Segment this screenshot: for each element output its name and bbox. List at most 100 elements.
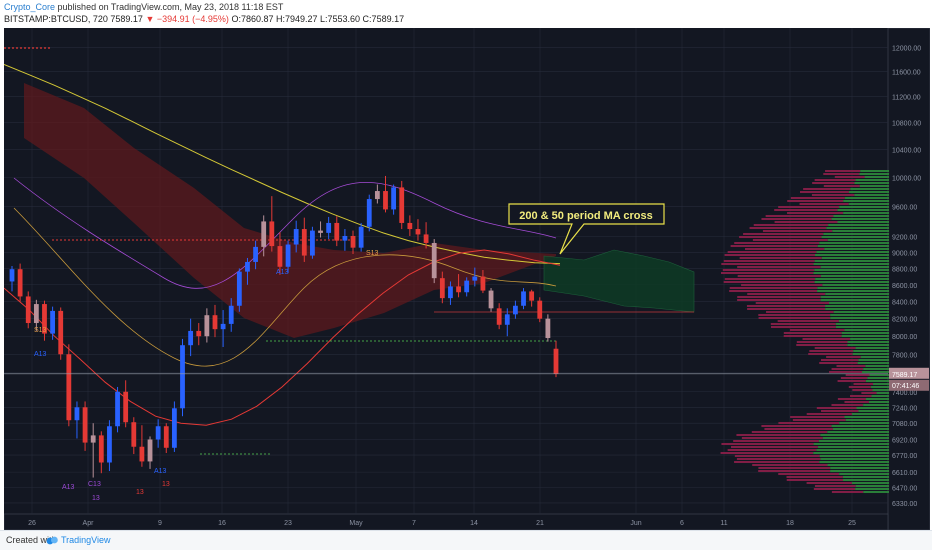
volume-bar-sell bbox=[834, 176, 865, 178]
volume-bar-sell bbox=[758, 470, 831, 472]
volume-bar-buy bbox=[853, 350, 889, 352]
chart-area[interactable]: 12000.00 11600.00 11200.00 10800.00 10400.00… bbox=[4, 28, 930, 530]
volume-bar-sell bbox=[796, 344, 848, 346]
created-with-label: Created with bbox=[6, 535, 57, 545]
volume-bar-sell bbox=[747, 293, 826, 295]
countdown-label: 07:41:46 bbox=[892, 383, 919, 390]
signal-label: A13 bbox=[276, 269, 289, 276]
candle-body bbox=[228, 305, 234, 324]
candle-body bbox=[253, 246, 258, 262]
volume-bar-buy bbox=[820, 458, 889, 460]
price-axis bbox=[887, 28, 930, 530]
volume-bar-buy bbox=[832, 428, 889, 430]
candle-body bbox=[277, 246, 283, 267]
volume-bar-buy bbox=[855, 485, 889, 487]
volume-bar-sell bbox=[816, 407, 857, 409]
tradingview-brand-link[interactable]: TradingView bbox=[61, 535, 111, 545]
author-link[interactable]: Crypto_Core bbox=[4, 2, 56, 12]
price-change: −394.91 (−4.95%) bbox=[156, 14, 229, 24]
volume-bar-buy bbox=[813, 452, 889, 454]
volume-bar-buy bbox=[860, 356, 889, 358]
volume-bar-buy bbox=[830, 314, 889, 316]
volume-bar-sell bbox=[774, 209, 838, 211]
annotation-text: 200 & 50 period MA cross bbox=[519, 210, 652, 222]
candle-body bbox=[513, 305, 518, 315]
candle-body bbox=[529, 291, 535, 301]
volume-bar-buy bbox=[830, 317, 889, 319]
volume-bar-sell bbox=[737, 296, 821, 298]
volume-bar-sell bbox=[825, 170, 861, 172]
volume-bar-sell bbox=[765, 215, 834, 217]
volume-bar-buy bbox=[837, 221, 889, 223]
volume-bar-buy bbox=[820, 296, 889, 298]
volume-bar-sell bbox=[853, 383, 874, 385]
footer-bar: Created with TradingView bbox=[0, 530, 932, 550]
volume-bar-buy bbox=[827, 239, 889, 241]
y-tick-label: 7240.00 bbox=[892, 405, 917, 412]
y-tick-label: 7400.00 bbox=[892, 390, 917, 397]
volume-bar-buy bbox=[863, 368, 889, 370]
volume-bar-sell bbox=[751, 431, 828, 433]
volume-bar-buy bbox=[814, 281, 889, 283]
candle-body bbox=[285, 244, 291, 267]
ichimoku-cloud-bullish bbox=[543, 249, 695, 313]
candle-body bbox=[58, 310, 64, 355]
candle-body bbox=[25, 296, 31, 324]
signal-label: 13 bbox=[92, 495, 100, 502]
volume-bar-sell bbox=[823, 173, 860, 175]
candle-body bbox=[293, 229, 299, 245]
volume-bar-sell bbox=[813, 488, 856, 490]
volume-bar-sell bbox=[746, 305, 826, 307]
volume-bar-buy bbox=[825, 293, 889, 295]
volume-bar-sell bbox=[739, 257, 822, 259]
volume-bar-sell bbox=[747, 308, 826, 310]
chart-svg: 12000.00 11600.00 11200.00 10800.00 10400.00… bbox=[4, 28, 930, 530]
y-tick-label: 8000.00 bbox=[892, 334, 917, 341]
y-tick-label: 9200.00 bbox=[892, 235, 917, 242]
volume-bar-sell bbox=[848, 386, 871, 388]
volume-bar-sell bbox=[845, 374, 870, 376]
volume-bar-buy bbox=[864, 176, 889, 178]
volume-bar-sell bbox=[758, 317, 831, 319]
volume-bar-buy bbox=[868, 401, 889, 403]
candle-body bbox=[17, 269, 23, 297]
volume-bar-sell bbox=[852, 389, 873, 391]
volume-bar-sell bbox=[758, 314, 831, 316]
volume-bar-buy bbox=[816, 251, 889, 253]
volume-bar-sell bbox=[734, 461, 820, 463]
volume-bar-buy bbox=[863, 491, 889, 493]
candle-body bbox=[366, 199, 372, 227]
volume-bar-sell bbox=[770, 326, 836, 328]
volume-bar-buy bbox=[862, 371, 889, 373]
volume-bar-buy bbox=[830, 470, 889, 472]
candle-body bbox=[180, 345, 185, 409]
y-tick-label: 11600.00 bbox=[892, 70, 921, 77]
volume-bar-sell bbox=[790, 197, 845, 199]
volume-bar-buy bbox=[826, 227, 889, 229]
volume-bar-sell bbox=[733, 440, 819, 442]
candle-body bbox=[50, 310, 55, 334]
candle-body bbox=[318, 230, 323, 233]
volume-bar-buy bbox=[813, 272, 889, 274]
volume-bar-sell bbox=[741, 437, 823, 439]
candle-body bbox=[358, 226, 364, 248]
candle-body bbox=[334, 222, 340, 241]
x-tick-label: 9 bbox=[158, 520, 162, 527]
y-tick-label: 11200.00 bbox=[892, 95, 921, 102]
candle-body bbox=[220, 323, 226, 330]
signal-label: 13 bbox=[136, 489, 144, 496]
volume-bar-sell bbox=[770, 323, 836, 325]
last-price-label: 7589.17 bbox=[892, 372, 917, 379]
candle-body bbox=[163, 426, 169, 448]
y-tick-label: 8800.00 bbox=[892, 266, 917, 273]
ma200-line bbox=[4, 63, 561, 265]
volume-bar-sell bbox=[821, 359, 859, 361]
candle-body bbox=[123, 391, 129, 423]
x-tick-label: Apr bbox=[83, 520, 95, 527]
candle-body bbox=[74, 407, 80, 421]
volume-bar-buy bbox=[814, 260, 889, 262]
volume-bar-sell bbox=[729, 290, 818, 292]
volume-bar-buy bbox=[844, 329, 889, 331]
volume-bar-buy bbox=[820, 434, 889, 436]
volume-bar-sell bbox=[737, 299, 821, 301]
